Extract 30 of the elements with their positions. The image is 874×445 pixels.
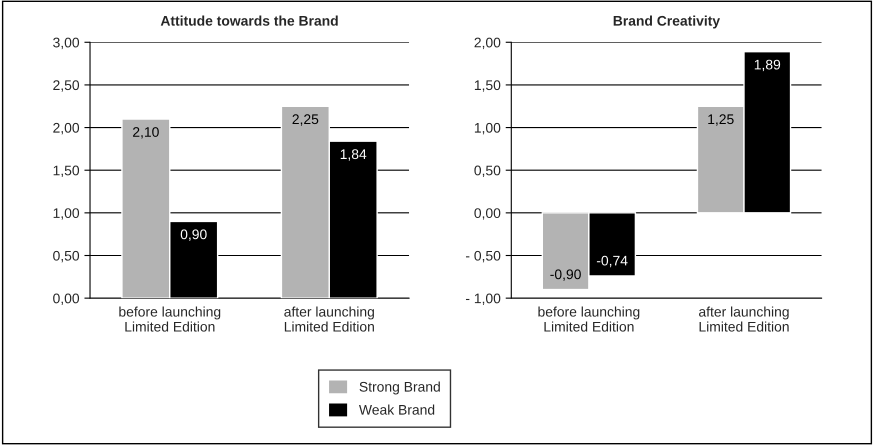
y-tick-label: 2,00	[474, 38, 500, 50]
legend-label: Strong Brand	[360, 382, 440, 394]
y-tick-label: 1,00	[54, 208, 80, 220]
y-tick-label: 0,00	[474, 208, 500, 220]
data-label: 0,90	[180, 229, 207, 241]
data-label: 2,10	[133, 127, 159, 139]
data-label: 1,25	[708, 114, 734, 126]
chart-title: Attitude towards the Brand	[160, 16, 338, 26]
x-tick-label: after launching Limited Edition	[699, 306, 789, 332]
y-tick-label: 1,00	[474, 122, 500, 134]
x-tick-label: after launching Limited Edition	[284, 306, 374, 332]
data-label: -0,74	[596, 256, 628, 268]
y-tick-label: 0,50	[53, 250, 80, 262]
y-tick-label: 2,00	[53, 122, 80, 134]
data-label: 1,84	[340, 149, 366, 161]
y-tick-label: 1,50	[474, 80, 500, 92]
data-label: 1,89	[754, 60, 780, 72]
x-tick-label: before launching Limited Edition	[538, 306, 640, 332]
data-label: 2,25	[292, 114, 318, 126]
y-tick-label: 2,50	[53, 80, 80, 92]
y-tick-label: 3,00	[53, 38, 80, 50]
legend-label: Weak Brand	[358, 404, 434, 415]
chart-title: Brand Creativity	[614, 16, 720, 28]
y-tick-label: 1,50	[54, 166, 80, 178]
y-tick-label: 0,50	[474, 166, 500, 178]
data-label: -0,90	[550, 269, 581, 281]
x-tick-label: before launching Limited Edition	[119, 306, 220, 332]
y-tick-label: 0,00	[53, 293, 80, 305]
y-tick-label: - 0,50	[466, 250, 500, 262]
y-tick-label: - 1,00	[466, 293, 500, 305]
